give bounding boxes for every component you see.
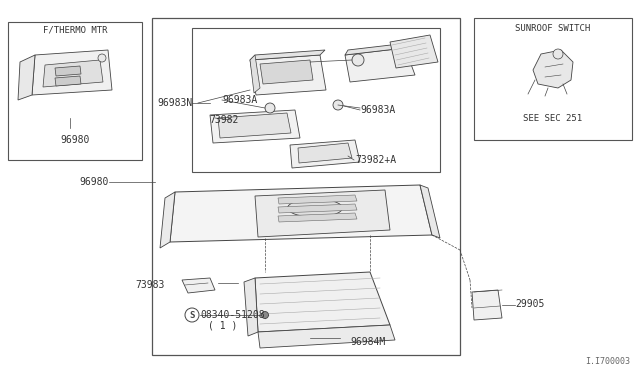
- Polygon shape: [260, 60, 313, 84]
- Text: S: S: [189, 311, 195, 320]
- Polygon shape: [32, 50, 112, 95]
- Polygon shape: [18, 55, 35, 100]
- Polygon shape: [420, 185, 440, 238]
- Circle shape: [98, 54, 106, 62]
- Polygon shape: [160, 192, 175, 248]
- Bar: [8, 22, 142, 160]
- Polygon shape: [533, 50, 573, 88]
- Polygon shape: [55, 76, 81, 86]
- Text: 29905: 29905: [515, 299, 545, 309]
- Polygon shape: [390, 35, 438, 68]
- Circle shape: [265, 103, 275, 113]
- Polygon shape: [250, 50, 325, 60]
- Text: 96980: 96980: [60, 135, 90, 145]
- Polygon shape: [278, 195, 357, 204]
- Text: ( 1 ): ( 1 ): [208, 321, 237, 331]
- Text: 73983: 73983: [136, 280, 165, 290]
- Circle shape: [352, 54, 364, 66]
- Polygon shape: [182, 278, 215, 293]
- Circle shape: [262, 311, 269, 318]
- Text: I.I700003: I.I700003: [585, 357, 630, 366]
- Polygon shape: [244, 278, 258, 336]
- Circle shape: [333, 100, 343, 110]
- Polygon shape: [278, 213, 357, 222]
- Ellipse shape: [287, 199, 342, 217]
- Polygon shape: [55, 66, 81, 76]
- Polygon shape: [472, 290, 502, 320]
- Polygon shape: [210, 110, 300, 143]
- Polygon shape: [250, 55, 260, 93]
- Polygon shape: [278, 204, 357, 213]
- Polygon shape: [255, 272, 390, 332]
- Text: 73982: 73982: [209, 115, 238, 125]
- Polygon shape: [290, 140, 360, 168]
- Text: SEE SEC 251: SEE SEC 251: [524, 113, 582, 122]
- Text: SUNROOF SWITCH: SUNROOF SWITCH: [515, 23, 591, 32]
- Polygon shape: [170, 185, 432, 242]
- Polygon shape: [43, 60, 103, 87]
- Text: 08340-51208: 08340-51208: [200, 310, 264, 320]
- Text: 96980: 96980: [79, 177, 109, 187]
- Text: F/THERMO MTR: F/THERMO MTR: [43, 26, 108, 35]
- Polygon shape: [345, 43, 408, 55]
- Text: 96983A: 96983A: [360, 105, 396, 115]
- Bar: [152, 18, 460, 355]
- Bar: [474, 18, 632, 140]
- Polygon shape: [298, 143, 352, 163]
- Polygon shape: [255, 190, 390, 237]
- Polygon shape: [258, 325, 395, 348]
- Circle shape: [553, 49, 563, 59]
- Text: 96983N: 96983N: [157, 98, 192, 108]
- Polygon shape: [345, 48, 415, 82]
- Bar: [192, 28, 440, 172]
- Text: 73982+A: 73982+A: [355, 155, 396, 165]
- Polygon shape: [250, 55, 326, 95]
- Polygon shape: [218, 113, 291, 138]
- Text: 96984M: 96984M: [350, 337, 385, 347]
- Text: 96983A: 96983A: [222, 95, 257, 105]
- Circle shape: [185, 308, 199, 322]
